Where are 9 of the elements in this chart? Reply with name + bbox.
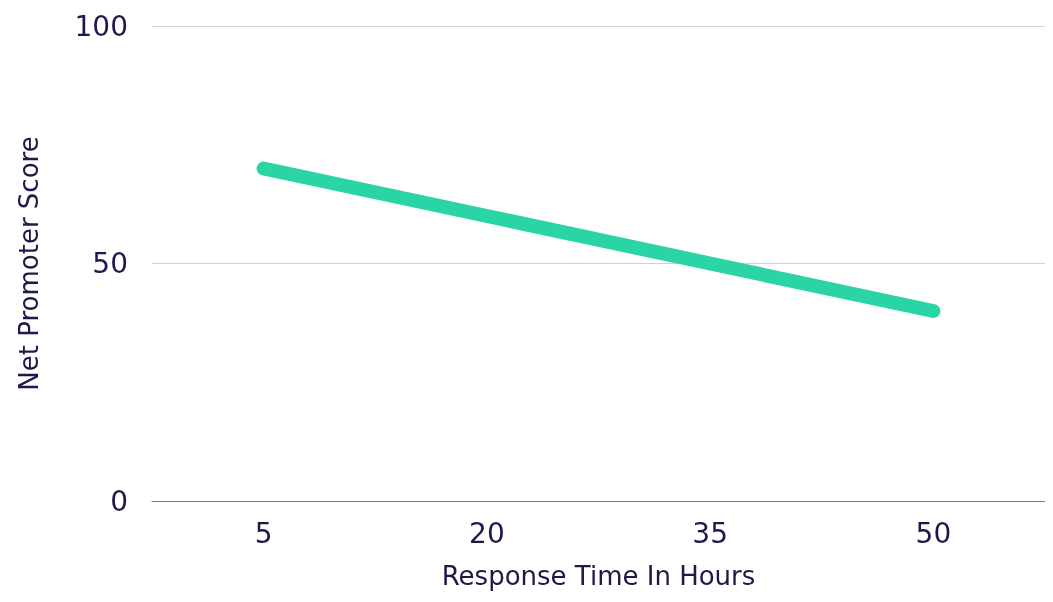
y-tick-label: 50 [92, 247, 128, 280]
y-tick-label: 100 [74, 9, 128, 43]
x-tick-label: 35 [692, 516, 728, 550]
y-tick-label: 0 [110, 484, 128, 518]
x-axis-title: Response Time In Hours [441, 561, 756, 591]
x-tick-label: 5 [254, 516, 273, 550]
x-tick-label: 20 [469, 516, 505, 550]
x-tick-label: 50 [915, 516, 952, 550]
y-axis-title: Net Promoter Score [14, 136, 44, 391]
